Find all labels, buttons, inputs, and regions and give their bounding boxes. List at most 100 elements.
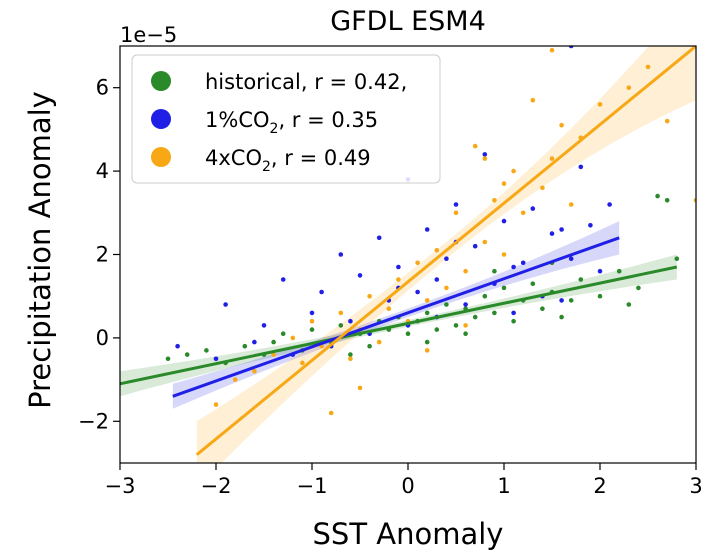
data-point-2-32 <box>559 122 564 128</box>
confidence-band-2 <box>196 46 696 463</box>
data-point-2-6 <box>309 318 315 324</box>
data-point-1-5 <box>280 277 286 282</box>
data-point-2-40 <box>549 47 555 53</box>
data-point-2-22 <box>463 268 468 274</box>
legend-marker-2 <box>151 147 171 167</box>
legend-label-2: 4xCO2, r = 0.49 <box>205 146 371 175</box>
data-point-1-2 <box>223 302 228 307</box>
data-point-1-34 <box>559 298 564 303</box>
data-point-0-45 <box>492 268 497 274</box>
data-point-1-45 <box>559 227 564 232</box>
data-point-1-26 <box>482 152 488 157</box>
data-point-2-29 <box>530 97 536 103</box>
data-point-2-27 <box>511 168 516 174</box>
legend-marker-0 <box>151 71 171 91</box>
data-point-1-20 <box>424 227 430 232</box>
data-point-0-23 <box>472 314 478 320</box>
data-point-1-24 <box>463 302 468 307</box>
data-point-0-16 <box>405 331 411 337</box>
data-point-2-23 <box>472 143 478 149</box>
regression-line-2 <box>195 46 696 456</box>
data-point-2-15 <box>396 277 401 282</box>
data-point-2-25 <box>492 198 497 203</box>
data-point-1-37 <box>588 223 593 228</box>
data-point-1-35 <box>568 256 574 262</box>
regression-line-0 <box>120 265 678 386</box>
data-point-0-41 <box>424 339 430 345</box>
legend-box <box>131 54 441 184</box>
data-point-1-44 <box>511 264 516 270</box>
data-point-0-1 <box>184 352 190 357</box>
data-point-1-16 <box>396 264 401 270</box>
data-point-1-3 <box>252 339 257 345</box>
data-point-2-19 <box>434 248 440 253</box>
data-point-0-0 <box>165 356 171 362</box>
y-tick-label-4: 6 <box>96 76 109 100</box>
data-point-2-30 <box>540 185 545 191</box>
data-point-0-35 <box>616 268 622 274</box>
data-point-0-20 <box>444 302 449 307</box>
legend-marker-1 <box>151 109 171 129</box>
data-point-0-32 <box>559 314 564 320</box>
chart-title: GFDL ESM4 <box>330 6 486 37</box>
data-point-1-10 <box>338 252 344 257</box>
data-point-0-38 <box>664 198 670 203</box>
data-point-2-9 <box>338 310 344 316</box>
data-point-2-41 <box>482 156 488 161</box>
data-point-2-13 <box>376 339 382 345</box>
data-point-2-1 <box>232 377 238 382</box>
x-axis-ticks: −3 −2 −1 0 1 2 3 <box>105 463 703 498</box>
data-point-2-0 <box>213 402 219 407</box>
data-point-2-21 <box>453 210 459 216</box>
data-point-2-18 <box>424 298 430 303</box>
data-point-2-24 <box>482 239 488 245</box>
data-point-2-33 <box>568 202 574 207</box>
data-point-0-44 <box>271 339 276 345</box>
data-point-1-29 <box>511 310 516 316</box>
data-point-0-27 <box>511 318 516 324</box>
y-axis-ticks: −2 0 2 4 6 <box>78 76 120 433</box>
data-point-2-35 <box>597 102 603 107</box>
data-point-0-4 <box>242 343 248 349</box>
x-tick-label-4: 1 <box>497 474 510 498</box>
data-point-1-4 <box>261 323 267 328</box>
data-point-2-31 <box>549 156 555 161</box>
y-tick-label-0: −2 <box>78 409 109 433</box>
data-point-0-33 <box>578 277 584 282</box>
data-point-0-40 <box>348 352 353 357</box>
data-point-2-17 <box>415 260 420 266</box>
data-point-1-11 <box>348 318 353 324</box>
data-point-2-3 <box>271 352 276 357</box>
data-point-1-38 <box>597 268 603 274</box>
data-point-0-39 <box>674 256 680 262</box>
data-point-0-29 <box>530 281 536 287</box>
confidence-band-1 <box>172 221 620 409</box>
data-point-2-4 <box>290 335 296 341</box>
data-point-1-28 <box>501 218 507 224</box>
data-point-2-43 <box>357 385 363 391</box>
data-point-0-24 <box>482 293 488 299</box>
x-tick-label-6: 3 <box>689 474 702 498</box>
data-point-2-2 <box>252 369 257 374</box>
data-point-1-30 <box>520 260 526 266</box>
data-point-1-1 <box>213 356 219 362</box>
data-point-2-37 <box>645 64 651 70</box>
data-point-1-8 <box>319 289 324 295</box>
legend-label-0: historical, r = 0.42, <box>205 70 407 94</box>
data-point-1-22 <box>444 256 449 262</box>
x-axis-label: SST Anomaly <box>313 517 504 551</box>
data-point-2-14 <box>386 306 392 312</box>
y-axis-label: Precipitation Anomaly <box>23 91 57 409</box>
data-point-0-37 <box>655 193 660 199</box>
data-point-2-28 <box>520 210 526 216</box>
y-tick-label-3: 4 <box>96 159 109 183</box>
data-point-2-36 <box>626 85 632 90</box>
data-point-0-6 <box>280 331 286 337</box>
data-point-0-36 <box>636 285 641 291</box>
data-point-1-19 <box>415 289 420 295</box>
data-point-2-44 <box>463 323 468 328</box>
data-point-2-26 <box>501 252 507 257</box>
data-point-0-26 <box>501 285 507 291</box>
data-point-1-33 <box>549 231 555 236</box>
